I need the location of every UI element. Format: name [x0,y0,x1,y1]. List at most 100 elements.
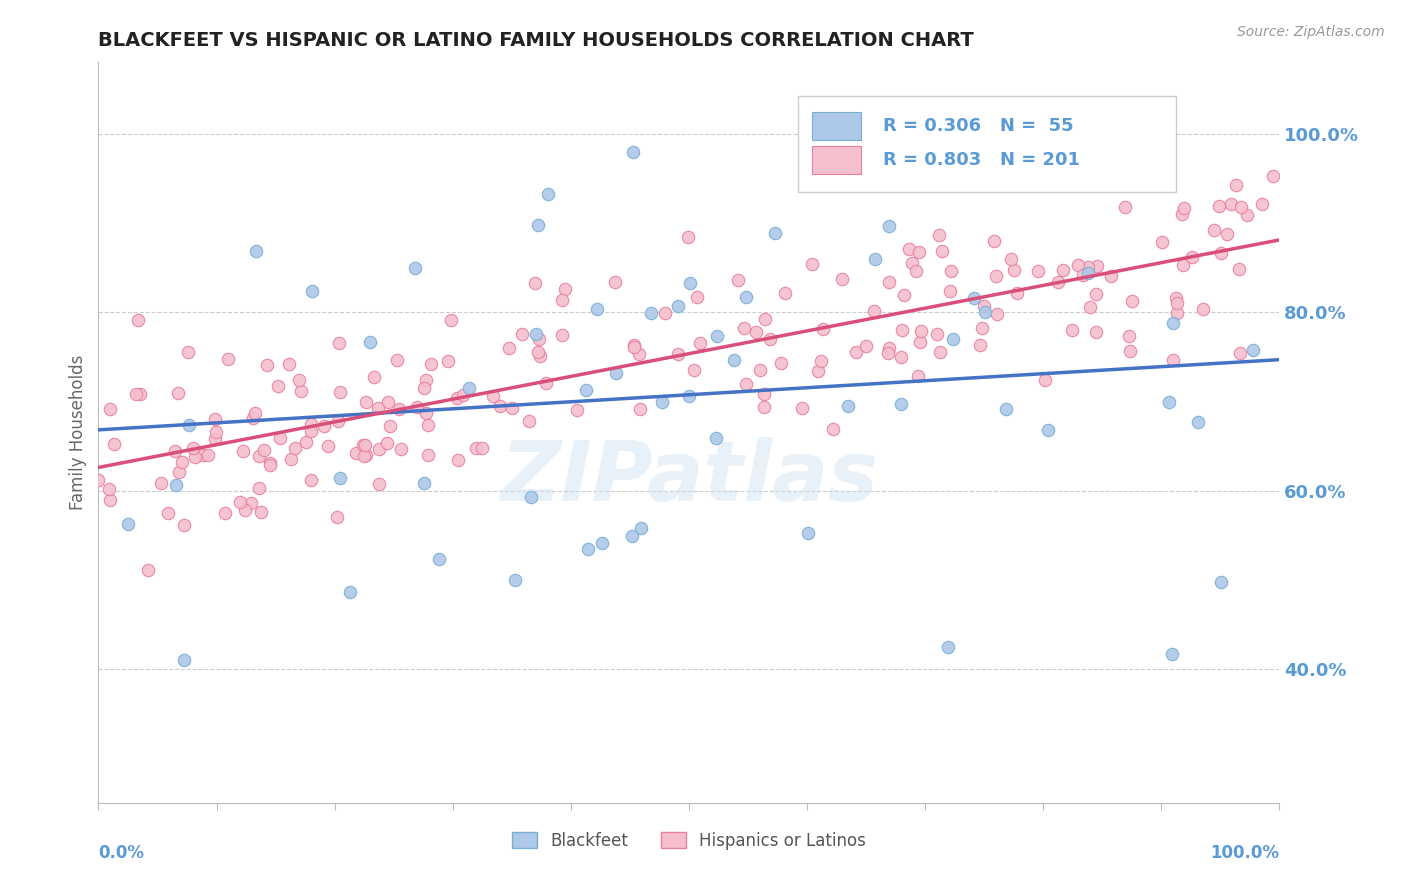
Point [117,516,139,531]
Point [1173,258,1195,272]
Point [529,349,551,363]
Point [299,425,322,439]
Point [928,227,950,242]
Point [173,517,195,532]
Point [735,290,758,304]
Point [501,401,523,415]
Point [1161,316,1184,330]
Point [363,370,385,384]
Point [1229,200,1251,214]
Point [1225,178,1247,192]
Point [796,525,818,540]
Point [1084,326,1107,340]
Point [628,401,651,416]
Point [329,384,352,399]
Point [877,341,900,355]
Y-axis label: Family Households: Family Households [69,355,87,510]
Point [1067,176,1090,190]
Point [405,400,427,414]
Point [1067,258,1090,272]
Point [810,354,832,368]
Point [172,455,194,469]
Point [603,276,626,290]
Point [1166,296,1188,310]
Point [973,304,995,318]
Point [735,377,758,392]
Point [524,276,547,290]
Point [239,496,262,510]
Point [1216,227,1239,241]
Point [1204,222,1226,236]
Point [127,312,149,326]
Point [328,335,350,350]
Point [623,340,645,354]
Point [418,448,440,462]
Point [759,332,782,346]
Point [575,383,598,397]
Point [250,505,273,519]
Point [339,584,361,599]
Point [754,386,776,401]
Point [228,494,250,508]
Point [1047,275,1070,289]
Point [837,399,859,413]
Point [931,244,953,259]
Point [325,509,347,524]
Bar [811,146,862,174]
Point [214,506,236,520]
Point [1171,207,1194,221]
Point [928,345,950,359]
Point [621,528,644,542]
Point [446,392,468,406]
Point [877,219,900,234]
Point [907,245,929,260]
Point [204,425,226,440]
Point [654,305,676,319]
Point [1261,169,1284,183]
Point [628,347,651,361]
Point [197,448,219,462]
Point [969,338,991,352]
Text: 0.0%: 0.0% [98,844,145,862]
Point [790,401,813,416]
Point [770,356,793,370]
Point [745,325,768,339]
Point [353,449,375,463]
Point [554,282,576,296]
Point [413,475,436,490]
Point [387,353,409,368]
Point [938,284,960,298]
Point [1060,323,1083,337]
Point [436,353,458,368]
Point [280,451,302,466]
Point [936,640,959,655]
Point [415,406,437,420]
Point [416,417,439,432]
Point [1002,263,1025,277]
Point [368,476,391,491]
Point [1119,344,1142,359]
Point [890,350,912,364]
Point [1150,235,1173,250]
Point [1250,197,1272,211]
Point [329,471,352,485]
Point [519,414,541,428]
Point [983,234,1005,248]
Point [1071,268,1094,283]
Point [676,230,699,244]
Point [232,444,254,458]
Point [845,344,868,359]
Point [278,357,301,371]
Point [908,335,931,350]
Point [1114,201,1136,215]
Point [482,388,505,402]
Point [605,366,627,380]
Point [1229,346,1251,360]
Point [505,574,527,588]
Point [184,450,207,464]
Point [498,342,520,356]
Point [177,417,200,432]
Point [565,402,588,417]
Point [706,328,728,343]
Point [907,368,929,383]
